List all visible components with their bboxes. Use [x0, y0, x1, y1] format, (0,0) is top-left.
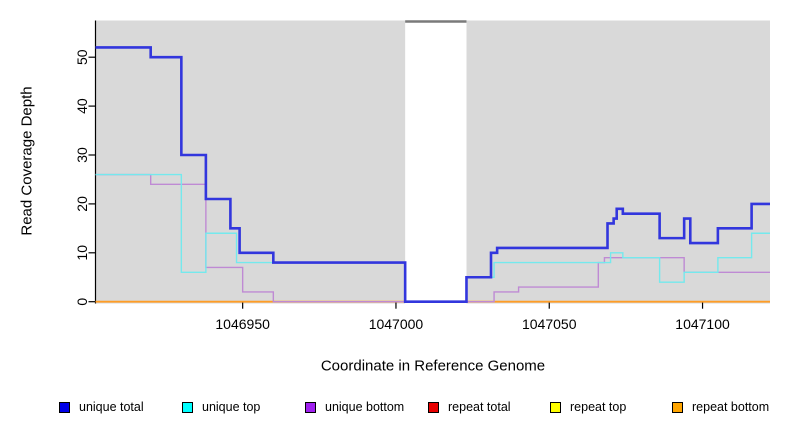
legend-label: repeat total: [448, 400, 511, 414]
y-tick-label: 30: [74, 147, 90, 163]
x-tick-label: 1047050: [522, 316, 577, 332]
legend-label: repeat top: [570, 400, 627, 414]
legend-swatch-repeat-bottom: [672, 401, 683, 413]
x-tick-label: 1047000: [369, 316, 424, 332]
legend-item-unique-top: unique top: [182, 399, 260, 415]
x-tick-label: 1047100: [675, 316, 730, 332]
legend-item-repeat-bottom: repeat bottom: [672, 399, 769, 415]
legend-swatch-unique-top: [182, 401, 193, 413]
legend-swatch-unique-bottom: [305, 401, 316, 413]
legend-label: unique total: [79, 400, 144, 414]
plot-panel: [95, 20, 770, 304]
y-axis-title: Read Coverage Depth: [18, 86, 36, 236]
y-tick-label: 50: [74, 49, 90, 65]
legend: unique total unique top unique bottom repea…: [0, 399, 792, 419]
series-line-unique-top: [95, 173, 770, 303]
tick-labels: 1046950 1047000 1047050 1047100 0 10 20 30 40 50: [74, 49, 730, 332]
legend-item-repeat-top: repeat top: [550, 399, 626, 415]
legend-label: unique bottom: [325, 400, 405, 414]
legend-item-repeat-total: repeat total: [428, 399, 511, 415]
no-data-band: [405, 20, 467, 304]
y-tick-label: 20: [74, 196, 90, 212]
x-tick-label: 1046950: [215, 316, 270, 332]
legend-swatch-unique-total: [59, 401, 70, 413]
x-axis-title: Coordinate in Reference Genome: [320, 357, 546, 375]
legend-label: unique top: [202, 400, 261, 414]
legend-label: repeat bottom: [692, 400, 770, 414]
series-line-unique-total: [95, 46, 770, 303]
y-tick-label: 40: [74, 98, 90, 114]
y-tick-label: 10: [74, 245, 90, 261]
y-tick-label: 0: [74, 298, 90, 306]
legend-swatch-repeat-top: [550, 401, 561, 413]
series-lines: [95, 46, 770, 303]
legend-swatch-repeat-total: [428, 401, 439, 413]
legend-item-unique-bottom: unique bottom: [305, 399, 404, 415]
legend-item-unique-total: unique total: [59, 399, 144, 415]
